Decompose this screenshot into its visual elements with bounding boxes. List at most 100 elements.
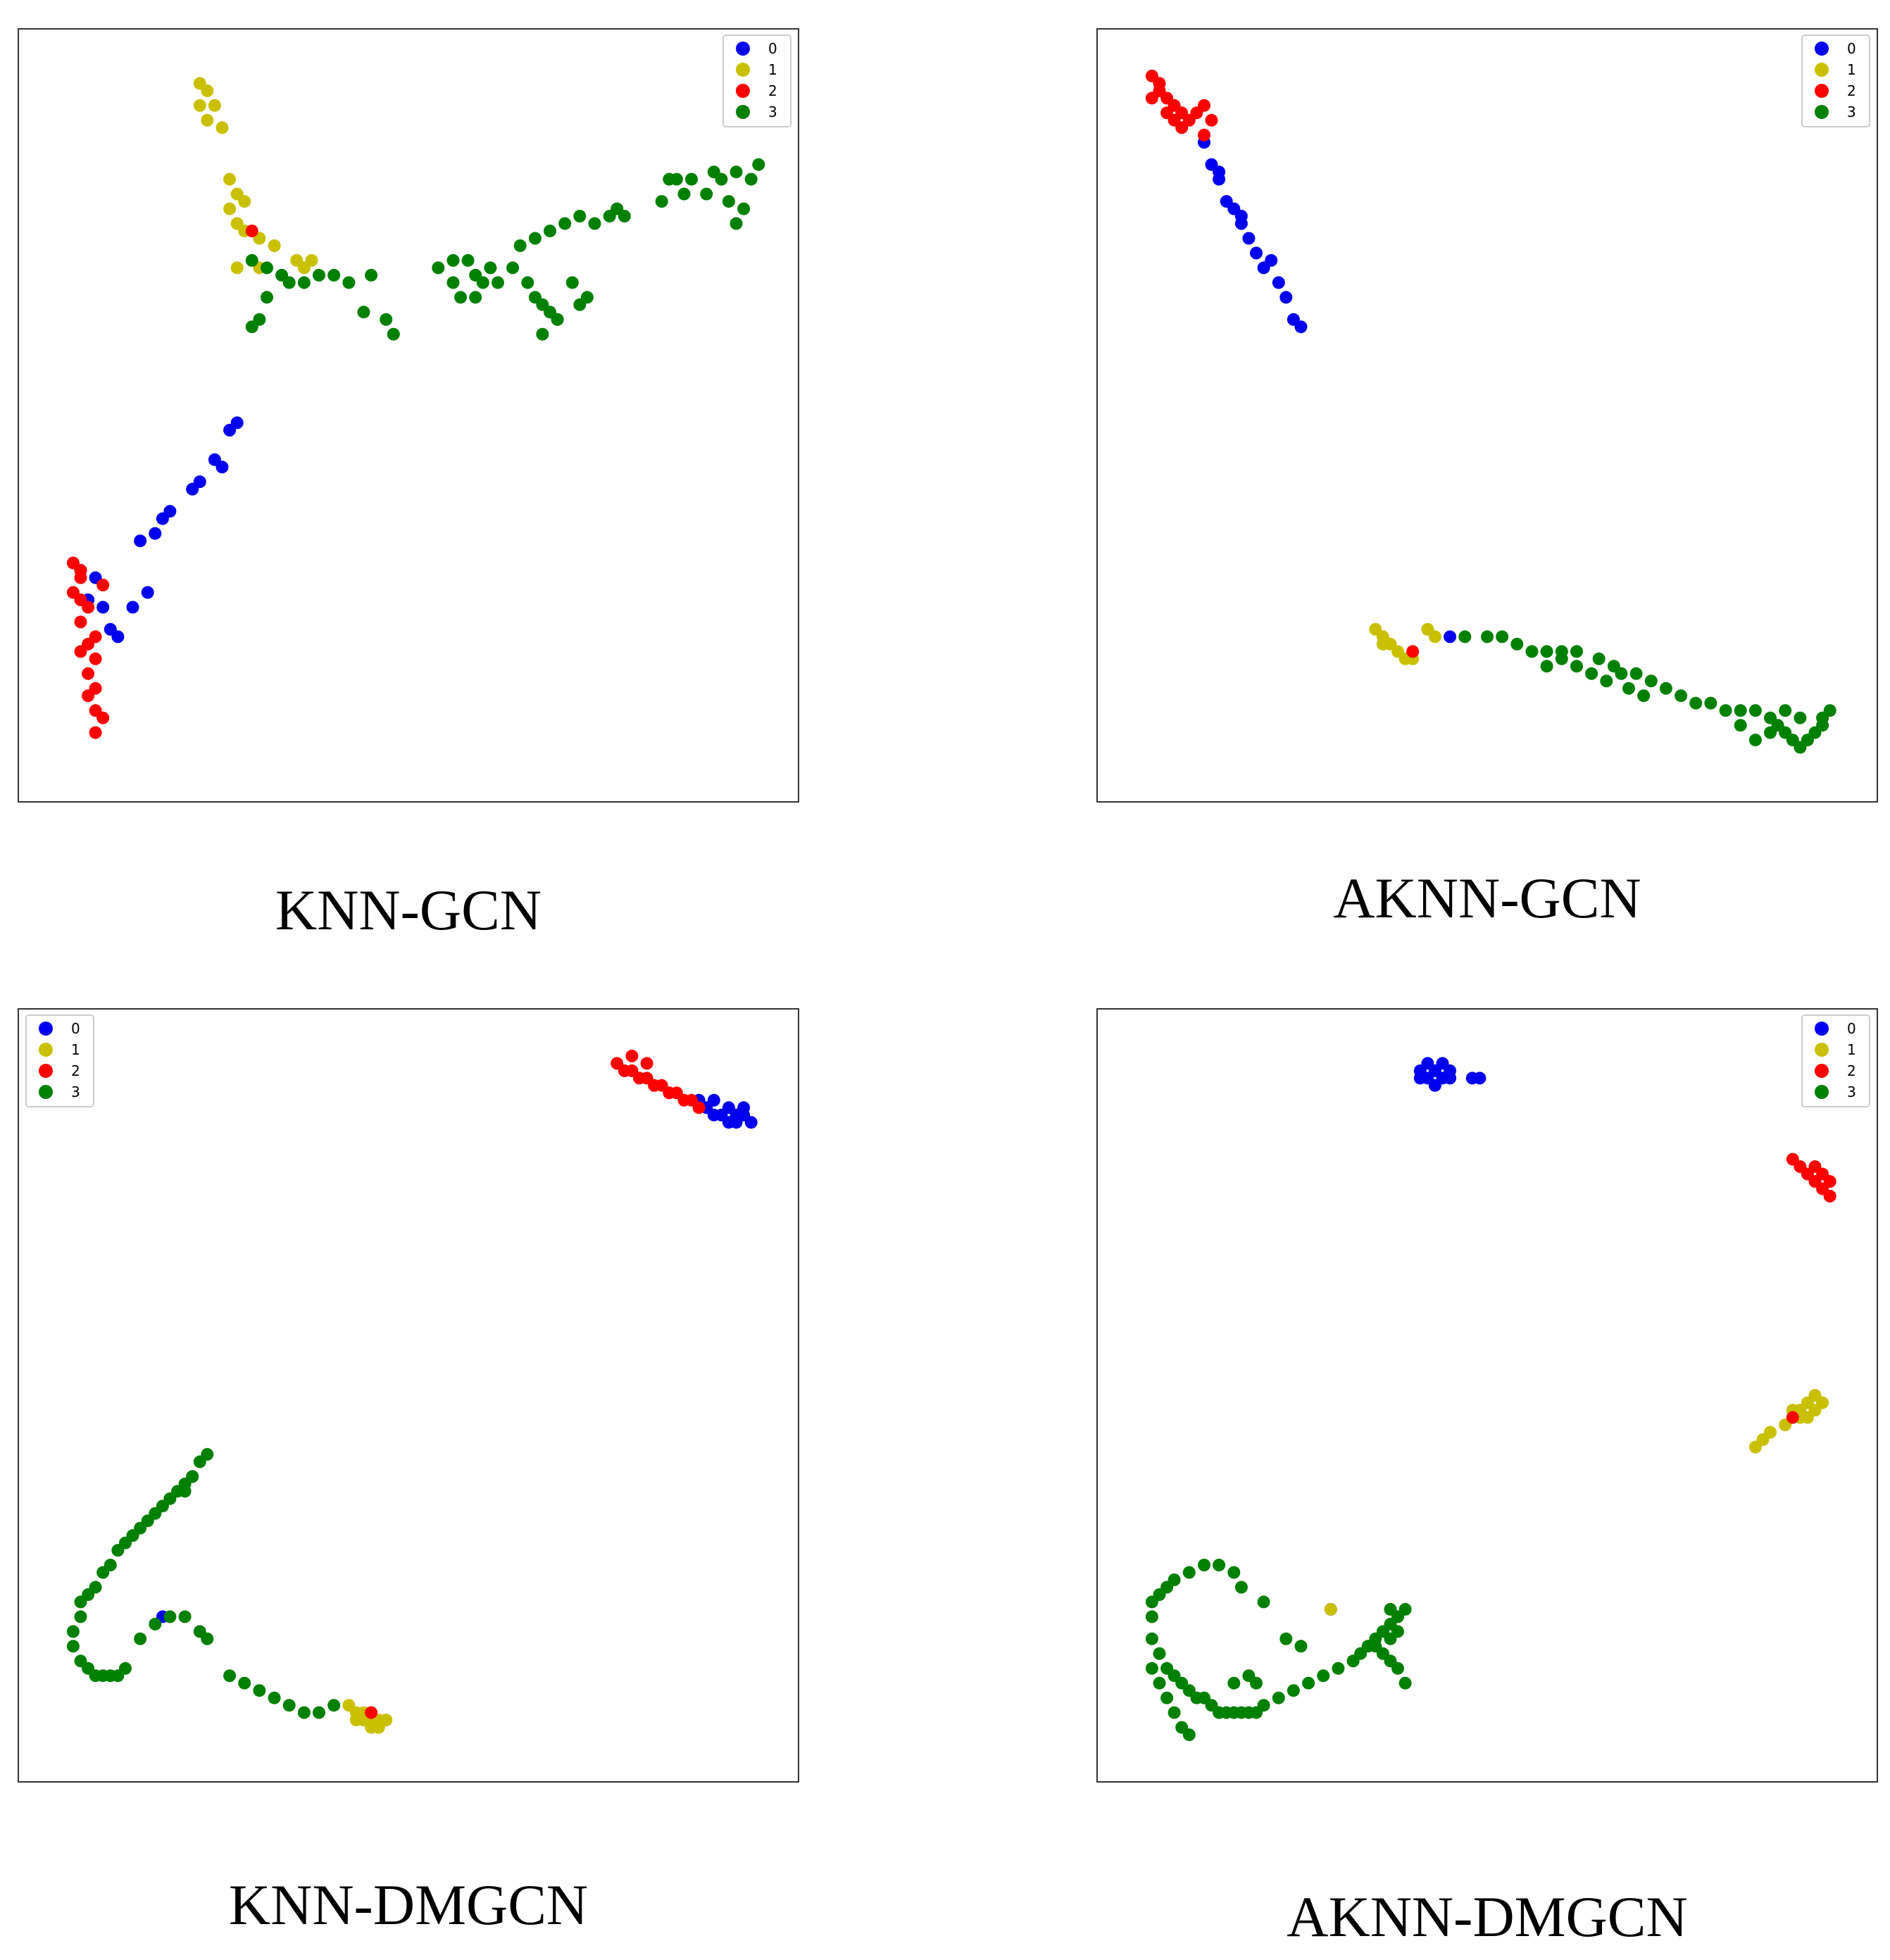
legend-box bbox=[1801, 34, 1870, 127]
data-point-class-3 bbox=[111, 1544, 125, 1557]
series-3 bbox=[1458, 630, 1836, 754]
data-point-class-3 bbox=[313, 1706, 325, 1719]
data-point-class-3 bbox=[432, 261, 445, 275]
plot-frame bbox=[18, 28, 799, 803]
data-point-class-3 bbox=[655, 195, 668, 208]
data-point-class-2 bbox=[74, 615, 87, 629]
data-point-class-3 bbox=[1160, 1691, 1174, 1704]
data-point-class-3 bbox=[1570, 645, 1583, 658]
data-point-class-3 bbox=[134, 1632, 147, 1645]
data-point-class-3 bbox=[1637, 689, 1651, 703]
data-point-class-3 bbox=[1734, 704, 1747, 717]
legend-marker-1 bbox=[1815, 63, 1829, 77]
data-point-class-0 bbox=[1279, 291, 1293, 304]
data-point-class-3 bbox=[573, 210, 587, 222]
legend: 0 1 2 3 bbox=[722, 34, 791, 127]
data-point-class-2 bbox=[82, 601, 95, 614]
legend-label-3: 3 bbox=[768, 103, 777, 120]
legend-label-2: 2 bbox=[768, 82, 777, 99]
data-point-class-3 bbox=[700, 187, 713, 201]
data-point-class-1 bbox=[193, 99, 206, 112]
data-point-class-2 bbox=[89, 726, 102, 739]
data-point-class-3 bbox=[193, 1455, 206, 1469]
panel-aknn-gcn: 0 1 2 3 bbox=[1096, 28, 1878, 803]
data-point-class-3 bbox=[1257, 1699, 1270, 1712]
data-point-class-3 bbox=[1398, 1676, 1412, 1690]
data-point-class-3 bbox=[1458, 630, 1472, 643]
legend-label-2: 2 bbox=[1847, 82, 1856, 99]
data-point-class-0 bbox=[1294, 320, 1308, 334]
legend-label-0: 0 bbox=[71, 1020, 80, 1037]
legend-box bbox=[1801, 1014, 1870, 1107]
data-point-class-3 bbox=[186, 1470, 199, 1483]
data-point-class-3 bbox=[1145, 1610, 1158, 1623]
data-point-class-3 bbox=[1279, 1632, 1293, 1645]
legend-label-3: 3 bbox=[1847, 1083, 1856, 1100]
data-point-class-0 bbox=[1213, 165, 1226, 179]
data-point-class-1 bbox=[1428, 630, 1441, 643]
data-point-class-3 bbox=[1213, 1559, 1226, 1571]
legend-box bbox=[25, 1014, 94, 1107]
caption-aknn-gcn: AKNN-GCN bbox=[1333, 866, 1641, 930]
data-point-class-0 bbox=[1234, 210, 1248, 222]
legend-marker-2 bbox=[1815, 84, 1829, 98]
data-point-class-0 bbox=[730, 1116, 743, 1129]
data-point-class-3 bbox=[446, 276, 460, 289]
data-point-class-3 bbox=[1145, 1661, 1158, 1675]
data-point-class-1 bbox=[208, 99, 221, 112]
data-point-class-3 bbox=[1748, 734, 1762, 747]
data-point-class-2 bbox=[1823, 1175, 1836, 1188]
data-point-class-0 bbox=[134, 534, 147, 548]
data-point-class-3 bbox=[1391, 1661, 1404, 1675]
data-point-class-3 bbox=[492, 276, 504, 289]
data-point-class-3 bbox=[282, 1699, 296, 1712]
legend-marker-0 bbox=[1815, 1022, 1829, 1036]
data-point-class-3 bbox=[469, 291, 482, 304]
series-2 bbox=[66, 225, 258, 739]
series-2 bbox=[365, 1049, 706, 1719]
data-point-class-3 bbox=[1629, 667, 1643, 680]
data-point-class-1 bbox=[1376, 637, 1389, 651]
data-point-class-3 bbox=[223, 1669, 237, 1683]
scatter-plot: 0 1 2 3 bbox=[18, 28, 799, 803]
data-point-class-3 bbox=[1227, 1566, 1241, 1579]
legend-marker-2 bbox=[1815, 1064, 1829, 1078]
data-point-class-3 bbox=[261, 261, 273, 275]
data-point-class-3 bbox=[476, 276, 489, 289]
caption-knn-dmgcn: KNN-DMGCN bbox=[228, 1873, 589, 1937]
data-point-class-3 bbox=[253, 1684, 266, 1697]
data-point-class-1 bbox=[201, 113, 214, 127]
data-point-class-3 bbox=[513, 239, 527, 252]
data-point-class-1 bbox=[223, 172, 237, 186]
data-point-class-3 bbox=[1622, 681, 1635, 695]
data-point-class-3 bbox=[1607, 660, 1620, 673]
data-point-class-3 bbox=[1168, 1573, 1181, 1586]
data-point-class-3 bbox=[551, 313, 564, 326]
data-point-class-3 bbox=[588, 217, 601, 230]
data-point-class-1 bbox=[1324, 1602, 1337, 1616]
data-point-class-0 bbox=[1250, 246, 1263, 260]
data-point-class-3 bbox=[670, 172, 683, 186]
scatter-plot: 0 1 2 3 bbox=[1096, 28, 1878, 803]
data-point-class-3 bbox=[1234, 1581, 1248, 1594]
data-point-class-2 bbox=[1823, 1190, 1836, 1202]
data-point-class-3 bbox=[245, 320, 258, 334]
data-point-class-3 bbox=[1332, 1661, 1345, 1675]
data-point-class-3 bbox=[1145, 1632, 1158, 1645]
data-point-class-3 bbox=[454, 291, 468, 304]
data-point-class-3 bbox=[297, 276, 311, 289]
plot-frame bbox=[1096, 1008, 1878, 1783]
series-0 bbox=[1198, 136, 1457, 643]
data-point-class-3 bbox=[1384, 1602, 1397, 1616]
data-point-class-2 bbox=[640, 1057, 653, 1070]
data-point-class-1 bbox=[201, 84, 214, 97]
scatter-plot: 0 1 2 3 bbox=[1096, 1008, 1878, 1783]
legend-box bbox=[722, 34, 791, 127]
data-point-class-3 bbox=[119, 1661, 132, 1675]
data-point-class-3 bbox=[1525, 645, 1539, 658]
data-point-class-3 bbox=[1481, 630, 1494, 643]
data-point-class-3 bbox=[618, 210, 631, 222]
data-point-class-3 bbox=[1496, 630, 1509, 643]
legend-marker-1 bbox=[39, 1043, 53, 1057]
data-point-class-2 bbox=[1198, 128, 1210, 142]
